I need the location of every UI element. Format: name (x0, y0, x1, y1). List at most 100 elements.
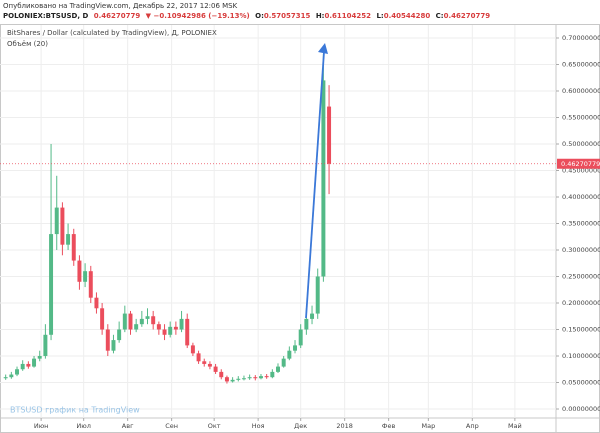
candle-body (151, 316, 156, 325)
candle-body (162, 329, 167, 335)
candle-body (185, 318, 190, 346)
candle-body (287, 350, 292, 359)
y-tick-label: 0.60000000 (562, 87, 600, 95)
candle-body (3, 377, 8, 379)
candle-body (54, 207, 59, 235)
candle-body (60, 207, 65, 245)
candle-body (49, 234, 54, 335)
candle-body (173, 326, 178, 330)
candle-body (117, 329, 122, 341)
ohlc-value: 0.40544280 (384, 12, 431, 20)
x-tick-label: Дек (294, 422, 307, 430)
candle-body (258, 376, 263, 379)
y-tick-label: 0.40000000 (562, 193, 600, 201)
y-tick-label: 0.50000000 (562, 140, 600, 148)
y-tick-label: 0.00000000 (562, 405, 600, 413)
candle-body (43, 334, 48, 356)
y-tick-label: 0.25000000 (562, 272, 600, 280)
candle-body (156, 324, 161, 330)
candle-body (111, 340, 116, 351)
candle-body (207, 363, 212, 367)
candle-body (236, 378, 241, 380)
candle-body (26, 363, 31, 367)
ohlc-value: 0.46270779 (444, 12, 491, 20)
ohlc-label: C: (436, 12, 444, 20)
y-tick-label: 0.05000000 (562, 378, 600, 386)
candle-body (293, 345, 298, 351)
candle-body (298, 329, 303, 346)
candle-body (94, 297, 99, 309)
chart-title: BitShares / Dollar (calculated by Tradin… (7, 29, 217, 37)
y-tick-label: 0.15000000 (562, 325, 600, 333)
candle-body (83, 271, 88, 282)
price: 0.46270779 (94, 12, 141, 20)
ohlc-value: 0.61104252 (325, 12, 372, 20)
last-price-box (557, 158, 600, 169)
candle-body (224, 377, 229, 382)
ohlc-label: L: (376, 12, 383, 20)
candle-body (241, 378, 246, 380)
x-tick-label: Июл (76, 422, 91, 430)
ohlc-label: H: (316, 12, 325, 20)
y-tick-label: 0.65000000 (562, 60, 600, 68)
candle-body (66, 234, 71, 245)
candle-body (264, 376, 269, 378)
candle-body (88, 271, 93, 298)
candle-body (247, 377, 252, 379)
candle-body (196, 353, 201, 362)
ohlc-value: 0.57057315 (264, 12, 311, 20)
candle-body (315, 276, 320, 314)
candle-body (37, 355, 42, 359)
watermark: BTSUSD график на TradingView (10, 406, 140, 415)
candle-body (122, 313, 127, 330)
x-tick-label: Мар (421, 422, 435, 430)
candle-body (276, 366, 280, 372)
last-price-label: 0.46270779 (561, 160, 600, 168)
x-tick-label: Окт (208, 422, 221, 430)
candle-body (202, 361, 207, 364)
y-tick-label: 0.35000000 (562, 219, 600, 227)
candle-body (20, 363, 25, 370)
candle-body (32, 358, 37, 367)
candle-body (134, 324, 139, 330)
candle-body (321, 80, 326, 277)
candle-body (71, 234, 76, 261)
candle-body (145, 316, 150, 319)
candle-body (219, 371, 224, 378)
candle-body (281, 358, 286, 367)
candle-body (230, 379, 235, 382)
symbol: POLONIEX:BTSUSD, D (3, 12, 88, 20)
candle-body (253, 377, 258, 379)
x-tick-label: Май (508, 422, 522, 430)
drawn-arrow-head (318, 43, 328, 54)
symbol-line: POLONIEX:BTSUSD, D 0.46270779 ▼ −0.10942… (3, 12, 490, 20)
y-tick-label: 0.45000000 (562, 166, 600, 174)
candle-body (15, 369, 20, 375)
y-tick-label: 0.20000000 (562, 299, 600, 307)
x-tick-label: Авг (122, 422, 134, 430)
published-note: Опубликовано на TradingView.com, Декабрь… (3, 2, 238, 10)
candle-body (213, 366, 218, 372)
x-tick-label: 2018 (336, 422, 353, 430)
candle-body (139, 318, 144, 325)
candle-body (77, 260, 82, 282)
x-tick-label: Апр (466, 422, 479, 430)
change: ▼ −0.10942986 (−19.13%) (146, 12, 250, 20)
drawn-arrow (305, 51, 325, 319)
y-tick-label: 0.55000000 (562, 113, 600, 121)
candle-body (9, 374, 14, 378)
candle-body (168, 326, 173, 335)
indicator-label: Объём (20) (7, 40, 48, 48)
y-tick-label: 0.10000000 (562, 352, 600, 360)
ohlc-label: O: (255, 12, 264, 20)
candle-body (179, 318, 184, 330)
y-tick-label: 0.30000000 (562, 246, 600, 254)
x-tick-label: Ноя (252, 422, 265, 430)
candle-body (105, 329, 110, 351)
candle-body (304, 318, 309, 330)
chart-frame (0, 24, 600, 433)
x-tick-label: Фев (382, 422, 396, 430)
candle-body (190, 345, 195, 354)
candle-body (310, 313, 315, 319)
